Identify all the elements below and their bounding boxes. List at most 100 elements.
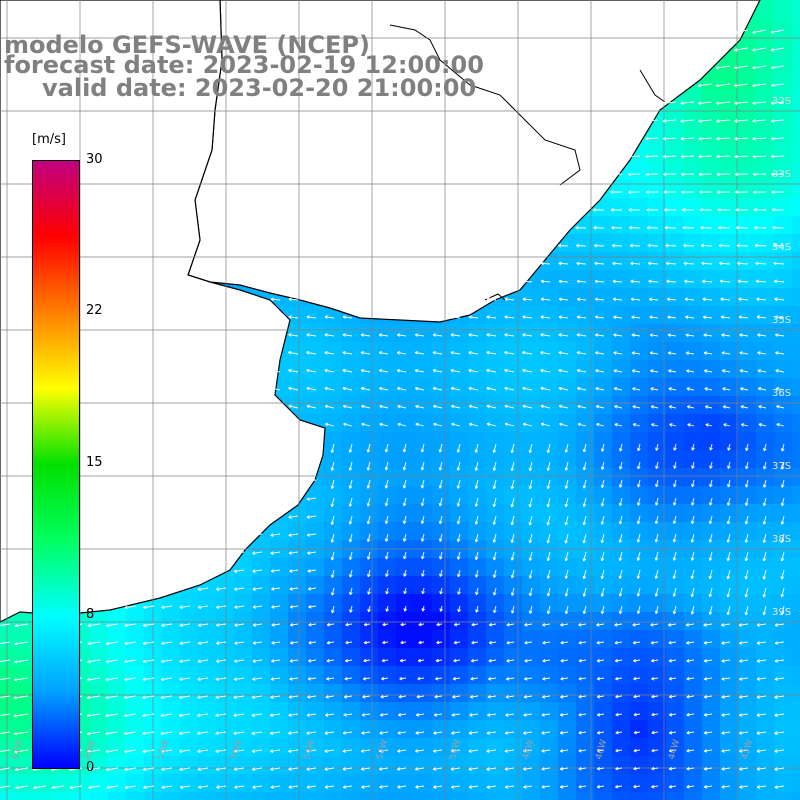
wind-arrow: [715, 83, 731, 88]
wind-arrow: [772, 243, 785, 248]
wind-cell: [792, 594, 800, 613]
wind-arrow: [600, 479, 605, 489]
wind-arrow: [594, 333, 605, 337]
wind-cell: [486, 594, 505, 613]
wind-arrow: [306, 515, 317, 519]
wind-arrow: [651, 784, 659, 789]
wind-arrow: [738, 749, 749, 753]
wind-arrow: [505, 695, 515, 699]
wind-cell: [324, 720, 343, 739]
wind-arrow: [614, 622, 623, 627]
wind-cell: [396, 324, 415, 343]
wind-cell: [270, 684, 289, 703]
wind-cell: [162, 630, 181, 649]
wind-cell: [774, 324, 793, 343]
wind-arrow: [559, 713, 569, 717]
wind-cell: [720, 198, 739, 217]
wind-arrow: [492, 461, 497, 471]
wind-arrow: [708, 533, 713, 543]
wind-arrow: [686, 712, 695, 717]
wind-arrow: [269, 731, 281, 735]
wind-cell: [738, 666, 757, 685]
wind-cell: [558, 756, 577, 775]
wind-arrow: [0, 713, 11, 716]
wind-cell: [486, 306, 505, 325]
wind-cell: [324, 666, 343, 685]
wind-arrow: [662, 119, 677, 123]
wind-cell: [414, 630, 433, 649]
wind-arrow: [271, 641, 281, 645]
wind-cell: [378, 360, 397, 379]
wind-arrow: [385, 551, 389, 560]
wind-cell: [756, 612, 775, 631]
wind-arrow: [415, 712, 425, 717]
wind-cell: [738, 108, 757, 127]
wind-arrow: [528, 551, 533, 561]
wind-arrow: [559, 422, 569, 427]
wind-cell: [792, 126, 800, 145]
wind-arrow: [288, 749, 299, 753]
wind-cell: [576, 522, 595, 541]
wind-arrow: [636, 605, 641, 615]
wind-cell: [252, 720, 271, 739]
wind-cell: [612, 360, 631, 379]
wind-cell: [180, 756, 199, 775]
wind-cell: [414, 666, 433, 685]
wind-arrow: [433, 731, 443, 735]
wind-arrow: [270, 386, 281, 391]
wind-arrow: [774, 749, 785, 753]
wind-cell: [432, 630, 451, 649]
wind-cell: [612, 198, 631, 217]
wind-cell: [396, 558, 415, 577]
wind-arrow: [780, 587, 785, 598]
wind-cell: [720, 342, 739, 361]
wind-arrow: [646, 225, 659, 230]
wind-cell: [774, 594, 793, 613]
wind-cell: [702, 126, 721, 145]
wind-cell: [216, 612, 235, 631]
wind-arrow: [663, 136, 677, 141]
wind-arrow: [233, 767, 245, 771]
wind-arrow: [774, 785, 785, 789]
wind-arrow: [615, 712, 623, 717]
wind-arrow: [450, 749, 461, 753]
wind-arrow: [486, 749, 497, 753]
wind-cell: [108, 720, 127, 739]
wind-cell: [522, 324, 541, 343]
wind-arrow: [542, 676, 551, 681]
wind-arrow: [576, 297, 587, 302]
wind-arrow: [87, 749, 101, 754]
wind-cell: [630, 306, 649, 325]
wind-cell: [18, 648, 37, 667]
wind-arrow: [737, 261, 749, 266]
wind-cell: [540, 396, 559, 415]
wind-cell: [792, 54, 800, 73]
wind-cell: [540, 414, 559, 433]
wind-arrow: [504, 350, 515, 355]
wind-arrow: [612, 261, 623, 266]
wind-cell: [90, 756, 109, 775]
wind-arrow: [522, 350, 533, 355]
wind-arrow: [289, 569, 299, 573]
wind-arrow: [632, 387, 641, 391]
wind-cell: [774, 612, 793, 631]
wind-cell: [414, 576, 433, 595]
wind-arrow: [348, 497, 353, 507]
wind-cell: [666, 414, 685, 433]
wind-arrow: [270, 785, 281, 789]
wind-cell: [360, 486, 379, 505]
wind-arrow: [161, 785, 173, 789]
wind-cell: [576, 756, 595, 775]
wind-arrow: [418, 640, 425, 645]
wind-arrow: [618, 569, 623, 580]
wind-cell: [162, 702, 181, 721]
wind-cell: [792, 522, 800, 541]
wind-arrow: [684, 279, 695, 284]
latitude-label: 32S: [772, 96, 791, 107]
wind-cell: [792, 612, 800, 631]
wind-cell: [198, 630, 217, 649]
wind-arrow: [403, 587, 407, 595]
wind-cell: [558, 594, 577, 613]
wind-arrow: [504, 315, 515, 319]
wind-cell: [342, 504, 361, 523]
